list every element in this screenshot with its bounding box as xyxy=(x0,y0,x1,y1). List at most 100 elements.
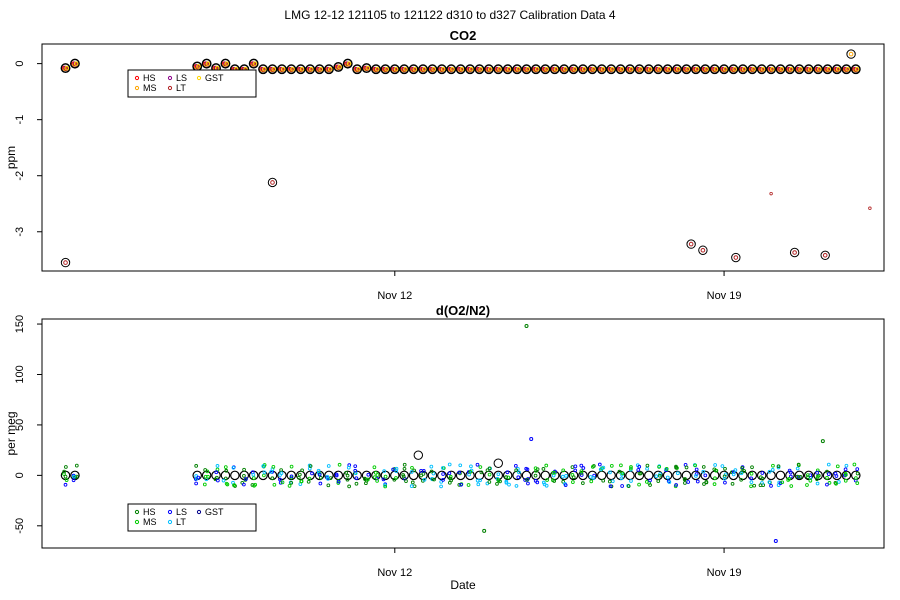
o2n2-point xyxy=(279,468,283,472)
co2-gst-point xyxy=(813,64,824,75)
co2-legend-marker xyxy=(167,85,173,91)
co2-point xyxy=(261,66,267,72)
co2-point xyxy=(252,61,258,66)
co2-gst-point xyxy=(850,64,861,75)
o2n2-point xyxy=(279,471,284,476)
co2-point xyxy=(732,66,737,72)
o2n2-point xyxy=(637,482,641,487)
co2-gst-point xyxy=(286,64,297,75)
co2-gst-point xyxy=(606,64,617,75)
co2-point xyxy=(807,66,813,72)
o2n2-point xyxy=(412,484,417,489)
o2n2-gst-point xyxy=(662,470,673,481)
o2n2-point xyxy=(526,481,530,486)
o2n2-outlier-point xyxy=(493,458,503,468)
o2n2-point xyxy=(251,472,256,477)
o2n2-point xyxy=(383,474,388,479)
o2n2-gst-point xyxy=(672,470,682,481)
o2n2-point xyxy=(712,482,717,487)
o2n2-point xyxy=(712,467,717,472)
o2n2-point xyxy=(476,482,481,487)
o2n2-point xyxy=(346,465,351,470)
o2n2-point xyxy=(63,474,68,479)
o2n2-point xyxy=(720,464,725,468)
o2n2-outlier-point xyxy=(413,450,424,460)
o2n2-point xyxy=(730,470,734,475)
co2-point xyxy=(868,206,872,210)
o2n2-point xyxy=(844,473,848,477)
o2n2-point xyxy=(336,479,341,484)
co2-legend-marker xyxy=(196,75,202,81)
co2-gst-point xyxy=(455,64,466,75)
co2-gst-point xyxy=(794,64,805,75)
co2-legend-label: GST xyxy=(205,73,224,83)
o2n2-point xyxy=(654,474,659,479)
co2-point xyxy=(525,66,531,72)
o2n2-point xyxy=(843,467,848,472)
o2n2-point xyxy=(514,468,519,473)
o2n2-point xyxy=(637,464,642,469)
o2n2-point xyxy=(579,463,584,468)
co2-point xyxy=(327,66,333,72)
o2n2-point xyxy=(731,472,736,477)
o2n2-point xyxy=(701,469,706,474)
o2n2-point xyxy=(713,463,717,467)
o2n2-point xyxy=(440,466,445,470)
co2-point xyxy=(337,64,342,70)
co2-gst-point xyxy=(530,64,541,75)
o2n2-point xyxy=(449,478,454,483)
o2n2-point xyxy=(564,474,568,478)
co2-gst-point xyxy=(276,64,287,75)
co2-point xyxy=(205,61,211,66)
o2n2-point xyxy=(523,478,527,482)
o2n2-gst-point xyxy=(644,470,654,481)
co2-point xyxy=(792,250,797,255)
o2n2-point xyxy=(432,477,436,482)
co2-point xyxy=(356,66,361,72)
o2n2-point xyxy=(74,463,79,468)
o2n2-point xyxy=(561,468,566,473)
o2n2-gst-point xyxy=(201,470,212,481)
o2n2-point xyxy=(402,466,407,471)
o2n2-point xyxy=(525,478,529,482)
co2-gst-point xyxy=(653,64,664,75)
co2-point xyxy=(788,66,794,72)
o2n2-point xyxy=(570,465,575,469)
o2n2-point xyxy=(806,475,810,480)
o2n2-point xyxy=(693,463,698,468)
co2-gst-point xyxy=(625,64,635,75)
o2n2-point xyxy=(776,465,781,470)
co2-point xyxy=(515,66,521,72)
co2-point xyxy=(63,260,68,265)
o2n2-point xyxy=(730,481,735,486)
co2-point xyxy=(835,66,841,72)
o2n2-point xyxy=(382,469,387,473)
o2n2-point xyxy=(601,478,606,483)
o2n2-points xyxy=(60,324,861,543)
o2n2-point xyxy=(786,478,791,482)
o2n2-point xyxy=(62,469,67,474)
co2-point xyxy=(478,66,483,72)
o2n2-point xyxy=(261,464,266,469)
o2n2-point xyxy=(466,483,471,487)
o2n2-legend-marker xyxy=(167,519,173,525)
co2-gst-point xyxy=(737,64,748,75)
co2-gst-point xyxy=(474,64,485,75)
o2n2-point xyxy=(215,464,220,468)
o2n2-point xyxy=(561,479,566,484)
co2-gst-point xyxy=(690,64,701,75)
o2n2-point xyxy=(505,470,510,475)
co2-legend-marker xyxy=(167,75,173,81)
o2n2-point xyxy=(262,473,266,478)
o2n2-point xyxy=(422,477,427,482)
o2n2-point xyxy=(516,475,521,480)
o2n2-point xyxy=(337,462,342,467)
co2-gst-point xyxy=(248,58,259,69)
o2n2-gst-point xyxy=(709,470,720,481)
co2-gst-point xyxy=(502,64,513,75)
co2-gst-point xyxy=(201,58,212,69)
o2n2-plot-frame xyxy=(41,318,885,549)
co2-point xyxy=(553,66,559,72)
o2n2-point xyxy=(694,472,699,476)
o2n2-point xyxy=(409,484,414,488)
